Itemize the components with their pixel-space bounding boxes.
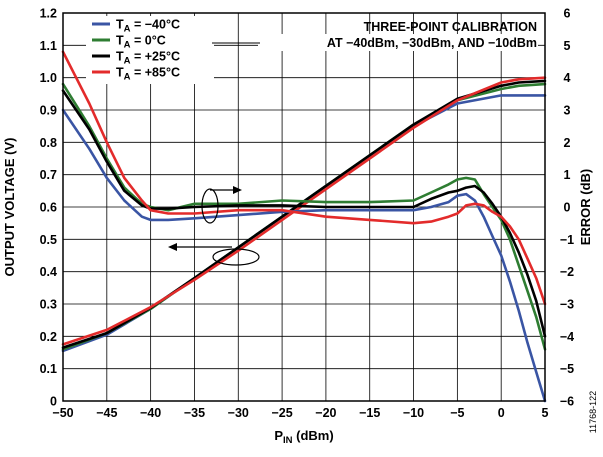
y-right-tick-label: 5	[564, 39, 571, 53]
legend-label: TA = +85°C	[116, 66, 180, 83]
y-right-tick-label: −4	[560, 330, 574, 344]
grid	[63, 13, 545, 401]
left-axis-ticks: 0 0.1 0.2 0.3 0.4 0.5 0.6 0.7 0.8 0.9 1.0 1.1 1.2	[40, 7, 57, 409]
y-left-tick-label: 0	[50, 395, 57, 409]
x-axis-title-sub: IN	[283, 435, 293, 446]
x-tick-label: −40	[140, 406, 161, 420]
x-tick-label: −5	[450, 406, 464, 420]
y-left-tick-label: 0.2	[40, 330, 57, 344]
error-axis-marker-ellipse	[201, 188, 219, 224]
y-left-tick-label: 0.7	[40, 168, 57, 182]
y-left-tick-label: 0.1	[40, 362, 57, 376]
y-left-tick-label: 0.4	[40, 265, 57, 279]
axis-markers	[168, 186, 260, 266]
x-tick-label: −15	[359, 406, 380, 420]
output-voltage-line-1	[61, 82, 547, 351]
y-right-tick-label: 3	[564, 104, 571, 118]
output-voltage-line-0	[61, 94, 547, 353]
annotation-title: THREE-POINT CALIBRATION	[364, 20, 537, 34]
y-left-tick-label: 0.5	[40, 233, 57, 247]
y-right-tick-label: 6	[564, 7, 571, 21]
legend-label: TA = 0°C	[116, 34, 166, 51]
x-axis-title: PIN (dBm)	[274, 428, 333, 446]
x-axis-ticks: −50 −45 −40 −35 −30 −25 −20 −15 −10 −5 0 5	[52, 406, 548, 420]
y-right-tick-label: −5	[560, 362, 574, 376]
y-right-tick-label: −1	[560, 233, 574, 247]
y-left-tick-label: 0.3	[40, 298, 57, 312]
x-tick-label: −30	[228, 406, 249, 420]
error-line-5	[61, 82, 547, 351]
error-line-6	[61, 89, 547, 338]
y-right-tick-label: −2	[560, 265, 574, 279]
y-left-tick-label: 1.2	[40, 7, 57, 21]
x-tick-label: −10	[403, 406, 424, 420]
legend-label: TA = −40°C	[116, 18, 180, 35]
voltage-axis-marker-ellipse	[212, 248, 260, 266]
annotation-background	[258, 34, 538, 51]
y-right-tick-label: −6	[560, 395, 574, 409]
x-tick-label: 0	[498, 406, 505, 420]
x-tick-label: −45	[96, 406, 117, 420]
y-left-tick-label: 0.8	[40, 136, 57, 150]
voltage-axis-arrowhead	[168, 243, 177, 251]
y-left-tick-label: 0.6	[40, 201, 57, 215]
y-left-tick-label: 1.1	[40, 39, 57, 53]
y-left-tick-label: 1.0	[40, 71, 57, 85]
x-tick-label: −25	[271, 406, 292, 420]
output-voltage-line-3	[61, 76, 547, 346]
y-right-tick-label: 0	[564, 201, 571, 215]
x-tick-label: −20	[315, 406, 336, 420]
x-tick-label: 5	[542, 406, 549, 420]
y-right-tick-label: 4	[564, 71, 571, 85]
annotation-detail: AT −40dBm, −30dBm, AND −10dBm	[327, 36, 537, 50]
x-axis-title-main: P	[274, 428, 283, 443]
y-axis-right-title: ERROR (dB)	[578, 169, 593, 246]
y-right-tick-label: −3	[560, 298, 574, 312]
y-axis-left-title: OUTPUT VOLTAGE (V)	[2, 138, 17, 277]
error-axis-arrowhead	[233, 186, 242, 194]
x-tick-label: −50	[52, 406, 73, 420]
legend-label: TA = +25°C	[116, 50, 180, 67]
y-right-tick-label: 1	[564, 168, 571, 182]
legend: TA = −40°CTA = 0°CTA = +25°CTA = +85°C	[86, 16, 214, 84]
y-left-tick-label: 0.9	[40, 104, 57, 118]
error-line-4	[61, 108, 547, 403]
figure-id: 11768-122	[588, 391, 598, 433]
series-layer	[61, 50, 547, 403]
y-right-tick-label: 2	[564, 136, 571, 150]
x-tick-label: −35	[184, 406, 205, 420]
error-line-7	[61, 50, 547, 306]
plot-frame	[62, 12, 546, 402]
x-axis-title-unit: (dBm)	[293, 428, 334, 443]
annotation: THREE-POINT CALIBRATION AT −40dBm, −30dB…	[212, 20, 538, 51]
right-axis-ticks: −6 −5 −4 −3 −2 −1 0 1 2 3 4 5 6	[560, 7, 574, 409]
